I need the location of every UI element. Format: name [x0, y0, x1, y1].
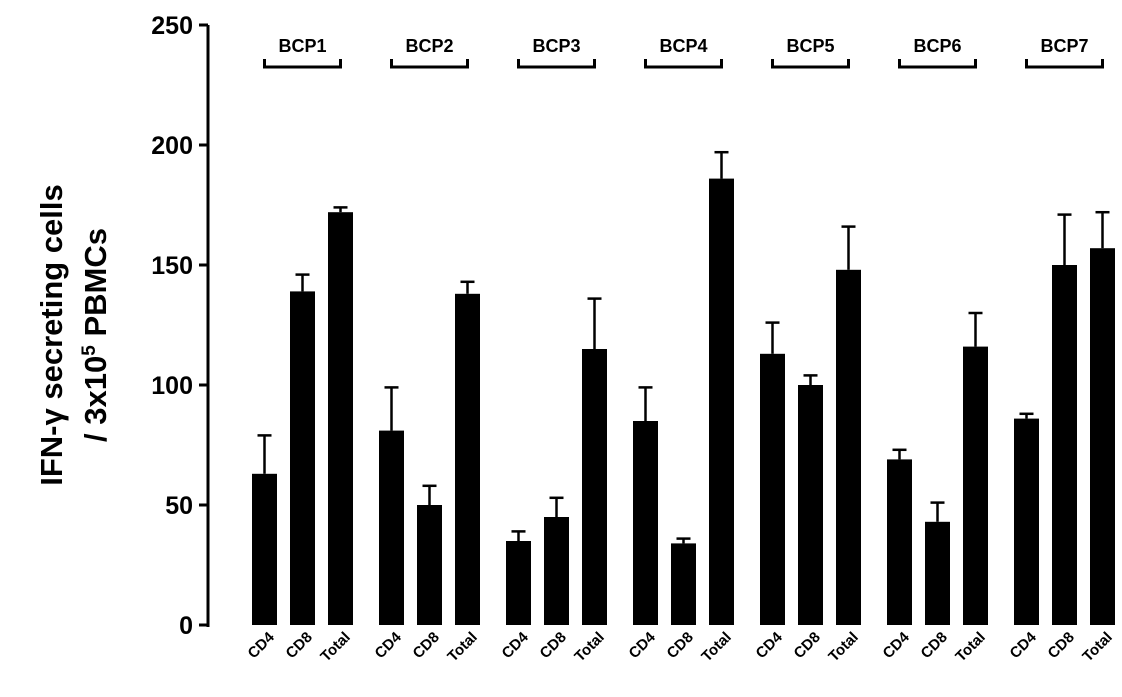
group-label: BCP1 — [278, 36, 326, 56]
bar — [1052, 265, 1077, 625]
bar — [290, 291, 315, 625]
x-tick-label: CD4 — [1007, 628, 1041, 662]
bar — [671, 543, 696, 625]
bar — [1090, 248, 1115, 625]
x-tick-label: CD8 — [791, 629, 824, 662]
x-tick-label: CD4 — [245, 628, 279, 662]
bar — [582, 349, 607, 625]
bar — [836, 269, 861, 625]
group-bracket — [517, 59, 596, 69]
x-tick-label: Total — [571, 629, 608, 666]
x-tick-label: Total — [825, 629, 862, 666]
bar — [455, 293, 480, 625]
x-tick-label: Total — [444, 629, 481, 666]
y-axis-label-line2-superscript: 5 — [79, 345, 100, 356]
x-tick-label: Total — [952, 629, 989, 666]
group-label: BCP2 — [405, 36, 453, 56]
bar — [544, 517, 569, 625]
x-tick-label: Total — [1079, 629, 1116, 666]
x-tick-label: CD8 — [283, 629, 316, 662]
y-tick-label: 150 — [151, 252, 193, 280]
x-tick-label: Total — [317, 629, 354, 666]
group-label: BCP7 — [1040, 36, 1088, 56]
bar — [798, 385, 823, 625]
group-bracket — [644, 59, 723, 69]
x-tick-label: CD4 — [372, 628, 406, 662]
group-label: BCP5 — [786, 36, 834, 56]
group-label: BCP4 — [659, 36, 707, 56]
y-tick-label: 250 — [151, 12, 193, 40]
group-bracket — [898, 59, 977, 69]
group-bracket — [771, 59, 850, 69]
bars — [252, 178, 1115, 625]
y-axis-label-line2: / 3x105 PBMCs — [78, 228, 113, 442]
x-tick-label: CD8 — [918, 629, 951, 662]
bar — [925, 521, 950, 625]
bar — [633, 421, 658, 625]
y-tick-label: 50 — [165, 492, 193, 520]
bar — [379, 430, 404, 625]
x-tick-label: CD4 — [753, 628, 787, 662]
bar — [252, 473, 277, 625]
x-tick-label: CD4 — [626, 628, 660, 662]
y-axis-label-line2-prefix: / 3x10 — [78, 356, 113, 442]
bar — [328, 212, 353, 625]
group-bracket — [263, 59, 342, 69]
x-tick-label: CD4 — [499, 628, 533, 662]
x-tick-label: CD8 — [410, 629, 443, 662]
y-axis-label-line2-suffix: PBMCs — [78, 228, 113, 345]
x-tick-label: CD8 — [664, 629, 697, 662]
axes: 0 50 100 150 200 250 — [151, 12, 210, 640]
x-tick-label: CD8 — [537, 629, 570, 662]
y-tick-label: 200 — [151, 132, 193, 160]
group-bracket — [390, 59, 469, 69]
group-label: BCP6 — [913, 36, 961, 56]
group-bracket — [1025, 59, 1104, 69]
bar — [887, 459, 912, 625]
bar — [1014, 418, 1039, 625]
bar — [963, 346, 988, 625]
error-bars — [257, 150, 1110, 544]
x-tick-labels: CD4 CD8 Total CD4 CD8 Total CD4 CD8 Total CD4 CD8 T… — [245, 628, 1116, 665]
bar — [506, 541, 531, 625]
bar — [417, 505, 442, 625]
y-tick-label: 0 — [179, 612, 193, 640]
x-tick-label: Total — [698, 629, 735, 666]
y-tick-label: 100 — [151, 372, 193, 400]
bar — [760, 353, 785, 625]
x-tick-label: CD8 — [1045, 629, 1078, 662]
x-tick-label: CD4 — [880, 628, 914, 662]
group-labels: BCP1 BCP2 BCP3 BCP4 BCP5 BCP6 BCP7 — [263, 36, 1104, 69]
y-axis-label-line1: IFN-γ secreting cells — [34, 184, 69, 486]
group-label: BCP3 — [532, 36, 580, 56]
y-axis-label: IFN-γ secreting cells / 3x105 PBMCs — [34, 184, 113, 486]
bar — [709, 178, 734, 625]
